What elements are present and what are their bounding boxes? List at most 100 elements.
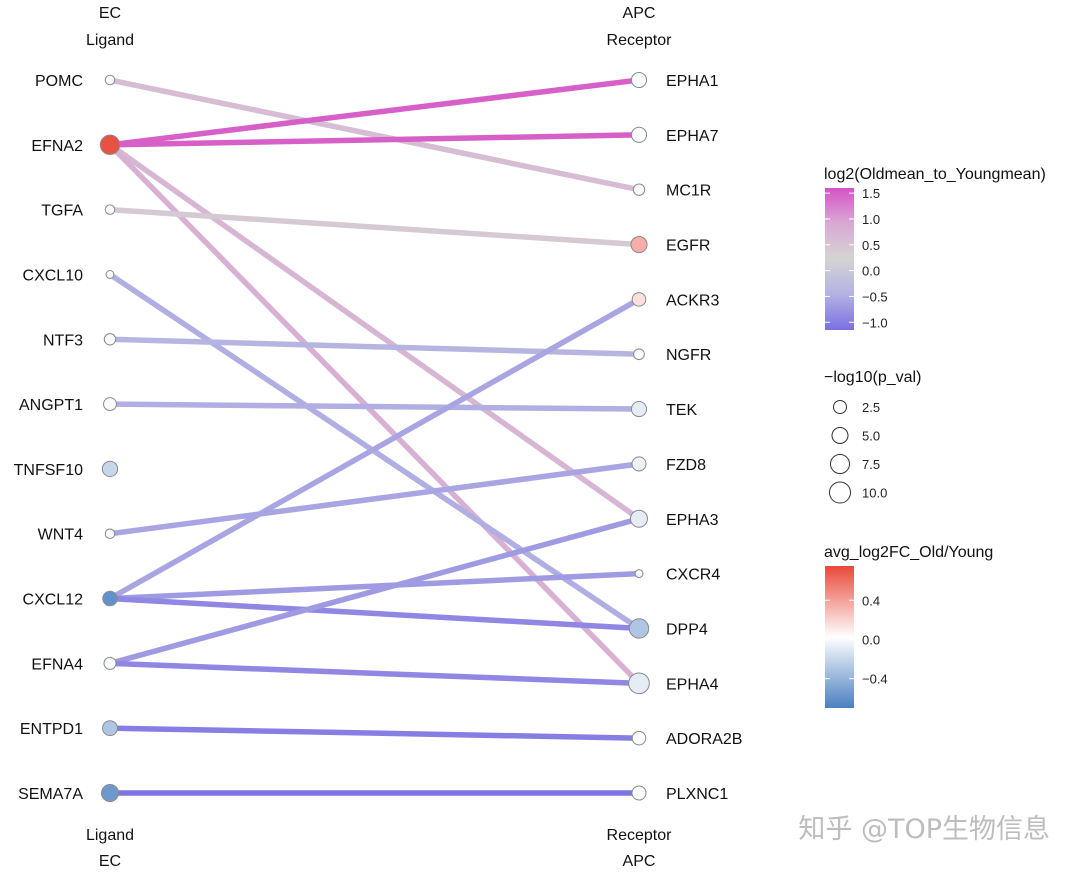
ligand-label-tgfa: TGFA [41,203,83,220]
receptor-label-epha1: EPHA1 [666,73,719,90]
legend-log2-colorbar [825,188,854,330]
legend-fc-ticks: 0.4 0.0 −0.4 [825,593,888,687]
link-pomc-mc1r [109,77,640,193]
receptor-label-plxnc1: PLXNC1 [666,786,728,803]
legend-log2-tick-label: −0.5 [862,289,888,304]
legend-fc-tick-label: 0.0 [862,632,880,647]
legend-log2-title: log2(Oldmean_to_Youngmean) [824,166,1046,183]
receptor-node-epha1 [630,71,648,89]
nodes-layer [99,71,650,802]
ligand-label-cxcl12: CXCL12 [23,592,84,609]
receptor-label-mc1r: MC1R [666,183,711,200]
ligand-node-angpt1 [103,397,117,412]
receptor-node-tek [630,401,648,418]
receptor-label-cxcr4: CXCR4 [666,567,720,584]
ligand-label-pomc: POMC [35,73,83,90]
legend-pval-circle [829,481,851,504]
receptor-node-fzd8 [631,456,647,472]
link-angpt1-tek [109,401,640,412]
receptor-label-ngfr: NGFR [666,347,711,364]
receptor-node-epha7 [630,126,648,143]
ligand-node-cxcl10 [105,270,115,279]
right-top-title: APC [623,5,656,22]
receptor-label-epha7: EPHA7 [666,128,719,145]
receptor-label-egfr: EGFR [666,238,710,255]
left-bottom-subtitle: EC [99,853,121,870]
link-cxcl12-ackr3 [108,296,641,601]
link-efna2-epha4 [108,142,641,686]
ligand-node-sema7a [101,784,119,802]
legend-pval-label: 10.0 [862,486,887,501]
link-cxcl12-dpp4 [109,595,640,632]
left-top-title: EC [99,5,121,22]
right-top-subtitle: Receptor [607,32,673,49]
legend-pval-items: 2.5 5.0 7.5 10.0 [829,400,887,504]
receptor-label-ackr3: ACKR3 [666,292,719,309]
legend-pval-title: −log10(p_val) [824,369,921,386]
link-efna2-epha1 [109,77,640,148]
ligand-node-tnfsf10 [101,460,119,478]
ligand-label-ntf3: NTF3 [43,332,83,349]
link-efna2-epha7 [109,132,640,148]
receptor-label-epha3: EPHA3 [666,512,719,529]
receptor-label-adora2b: ADORA2B [666,731,742,748]
receptor-label-tek: TEK [666,402,697,419]
legend-pval-circle [833,400,847,414]
link-wnt4-fzd8 [109,461,640,537]
watermark: 知乎 @TOP生物信息 [798,814,1050,845]
legend-fc-tick-label: 0.4 [862,593,880,608]
receptor-node-dpp4 [628,618,650,639]
legend-log2-tick-label: 1.0 [862,212,880,227]
ligand-label-tnfsf10: TNFSF10 [14,462,83,479]
receptor-node-ackr3 [631,292,647,307]
legend-pval-label: 7.5 [862,457,880,472]
receptor-node-epha4 [628,672,650,695]
link-tgfa-egfr [109,206,640,248]
link-efna4-epha3 [109,516,640,667]
legend-pval-circle [831,427,849,444]
links-layer [108,77,641,796]
legend-fc: avg_log2FC_Old/Young 0.4 0.0 −0.4 [824,544,993,708]
ligand-node-wnt4 [104,528,116,539]
legend-log2-ticks: 1.5 1.0 0.5 0.0 −0.5 −1.0 [825,186,888,330]
legend-log2-tick-label: 0.5 [862,238,880,253]
receptor-label-epha4: EPHA4 [666,676,719,693]
receptor-node-mc1r [632,183,646,196]
link-cxcl12-cxcr4 [109,570,640,602]
link-efna4-epha4 [109,660,640,687]
ligand-label-efna4: EFNA4 [31,656,83,673]
ligand-node-ntf3 [103,333,117,346]
labels-layer: POMC EFNA2 TGFA CXCL10 NTF3 ANGPT1 TNFSF10 WNT4… [14,73,743,803]
link-efna2-epha3 [108,142,641,522]
legend-fc-colorbar [825,566,854,708]
legend-log2-tick-label: 0.0 [862,264,880,279]
receptor-node-epha3 [630,509,648,528]
ligand-label-angpt1: ANGPT1 [19,397,83,414]
legend-pval-circle [830,454,850,474]
ligand-label-efna2: EFNA2 [31,138,83,155]
left-top-subtitle: Ligand [86,32,134,49]
ligand-node-efna2 [99,134,121,155]
ligand-node-entpd1 [102,720,118,737]
legend-pval-label: 2.5 [862,400,880,415]
receptor-label-fzd8: FZD8 [666,457,706,474]
ligand-label-cxcl10: CXCL10 [23,267,84,284]
ligand-label-sema7a: SEMA7A [18,786,83,803]
ligand-node-tgfa [104,204,116,215]
ligand-label-entpd1: ENTPD1 [20,721,83,738]
receptor-node-egfr [630,235,648,254]
legend-log2-tick-label: 1.5 [862,186,880,201]
legend-pval-label: 5.0 [862,429,880,444]
ligand-node-pomc [104,74,116,86]
receptor-node-cxcr4 [634,569,644,579]
legend-fc-tick-label: −0.4 [862,672,888,687]
ligand-node-cxcl12 [102,590,118,607]
ligand-label-wnt4: WNT4 [38,527,83,544]
receptor-node-adora2b [631,730,647,746]
legend-log2: log2(Oldmean_to_Youngmean) 1.5 1.0 0.5 0.0 −… [824,166,1046,330]
link-entpd1-adora2b [109,725,640,741]
left-bottom-title: Ligand [86,827,134,844]
legend-log2-tick-label: −1.0 [862,315,888,330]
right-bottom-subtitle: APC [623,853,656,870]
